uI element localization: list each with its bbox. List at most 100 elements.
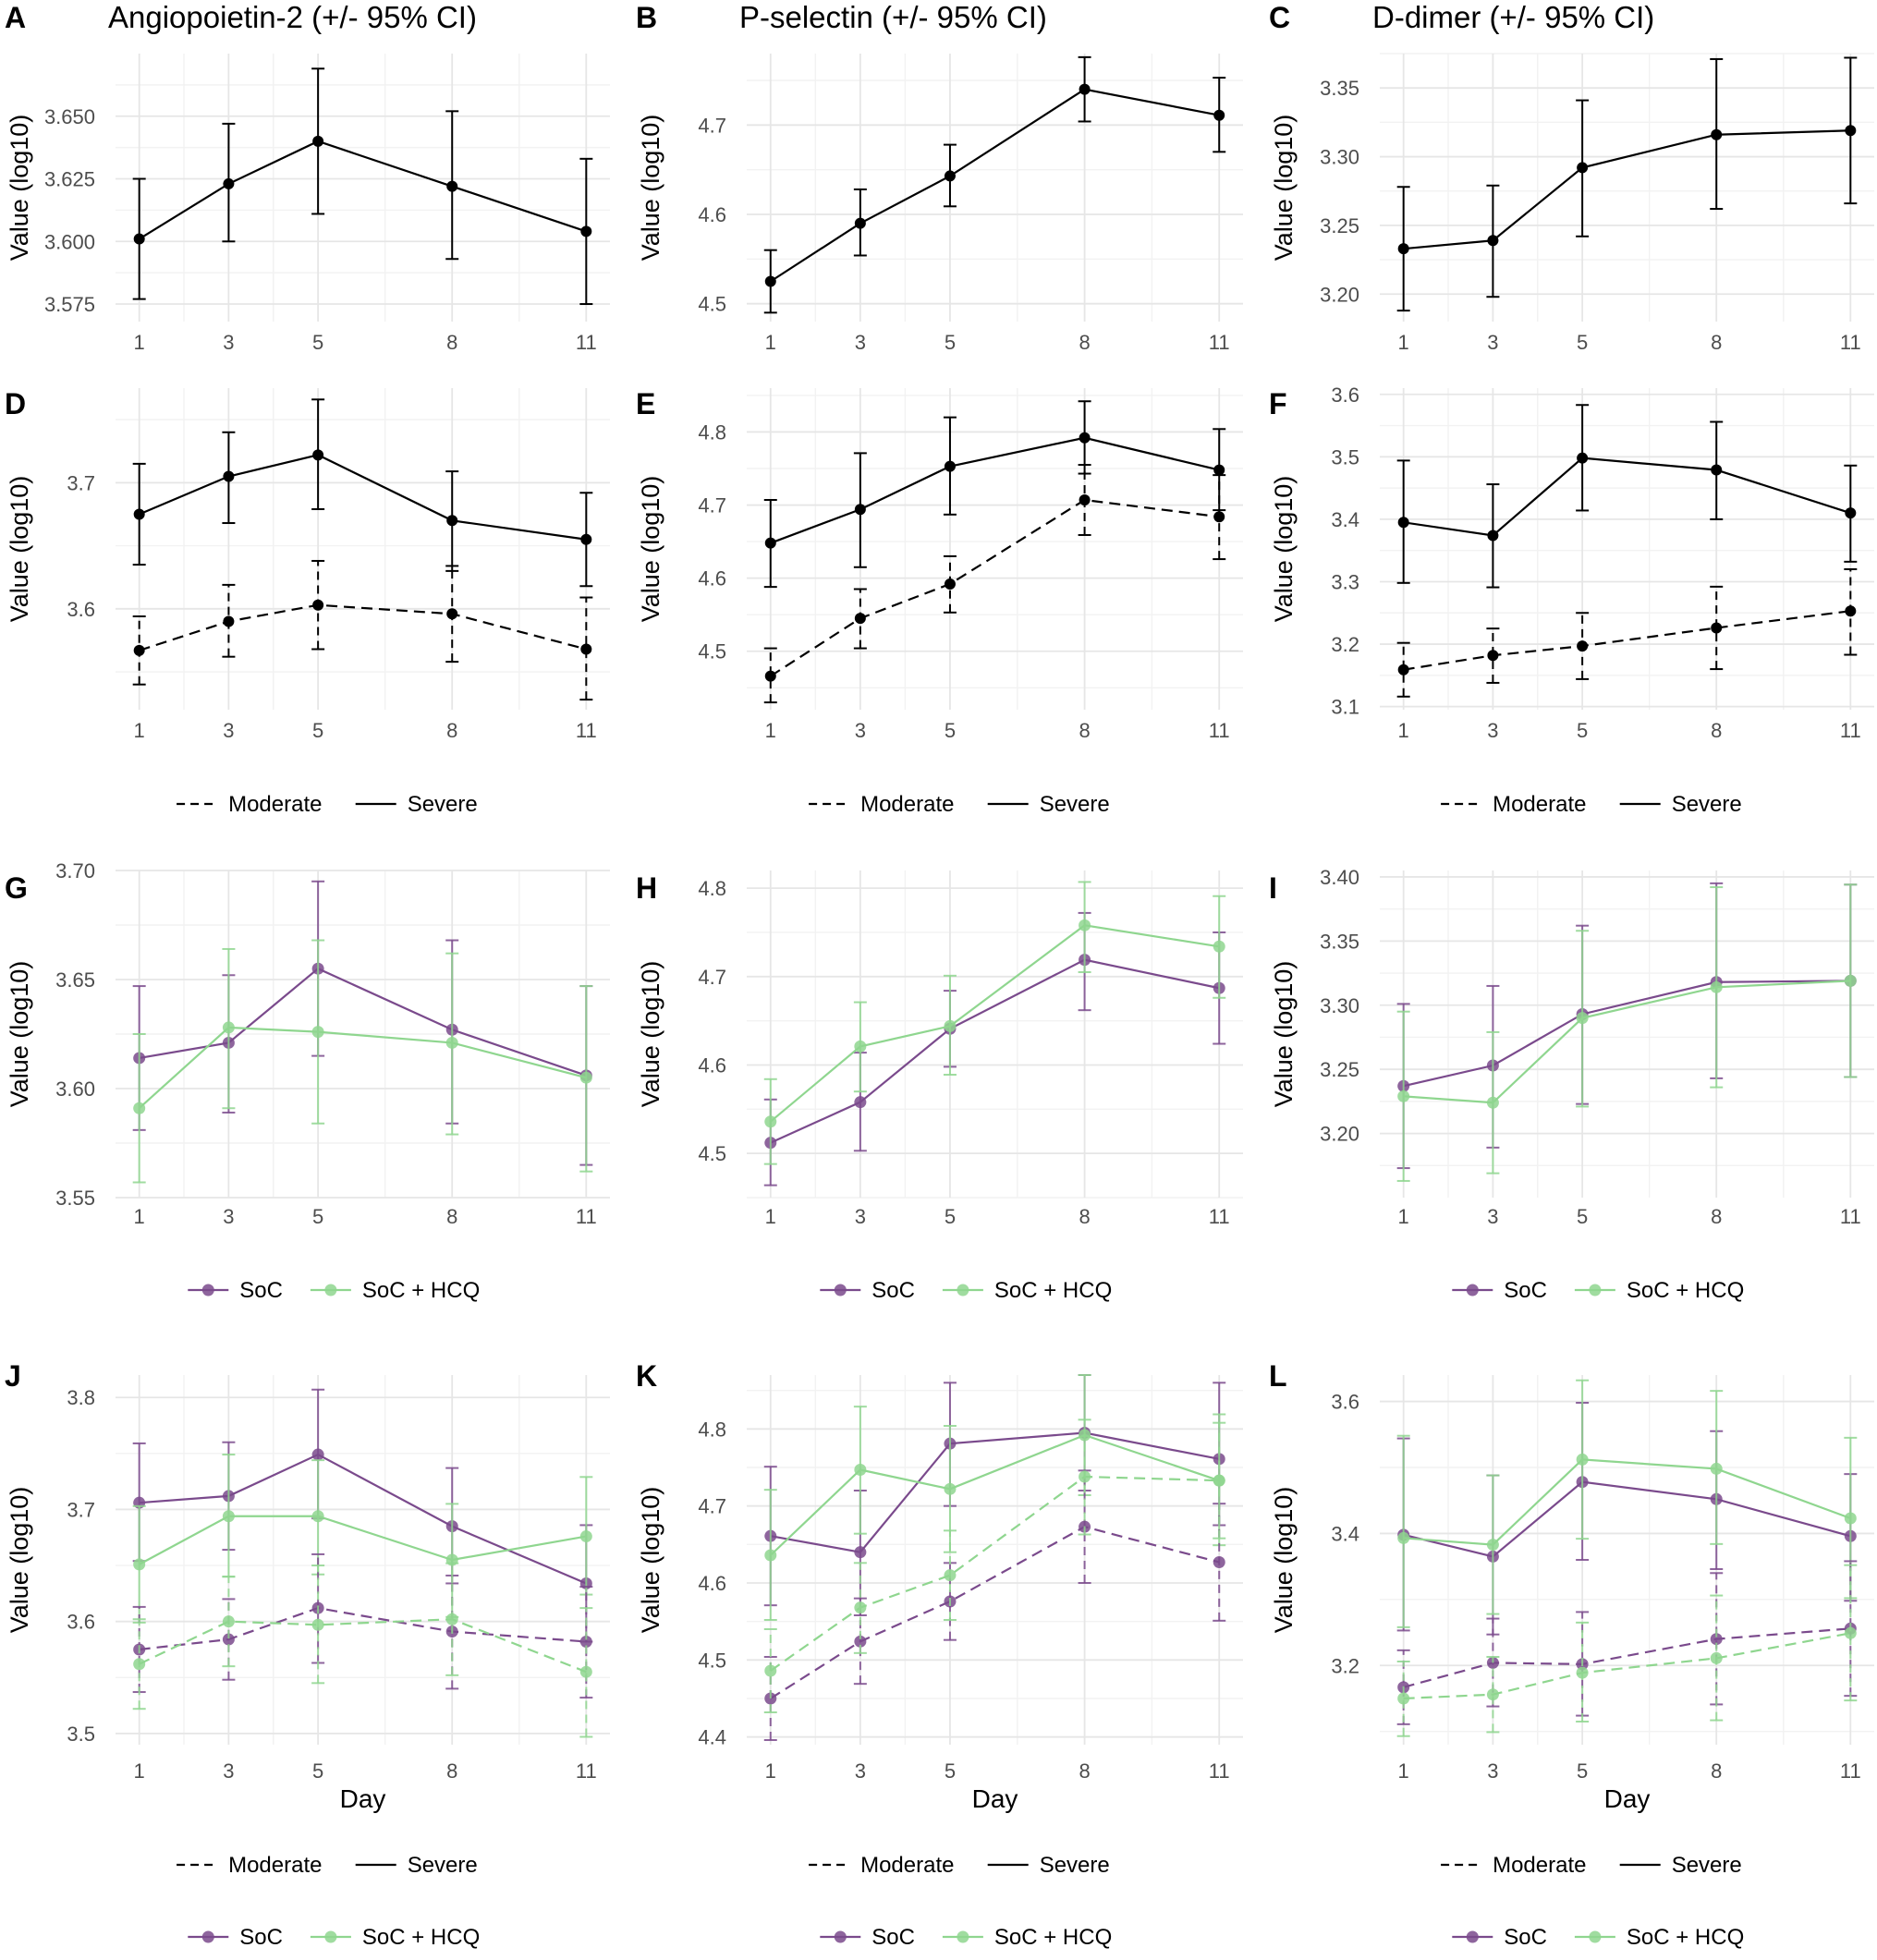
y-tick-label: 4.8 [698, 1418, 726, 1441]
data-point [446, 608, 458, 620]
x-tick-label: 8 [1711, 719, 1722, 742]
data-point [312, 449, 324, 461]
panel-letter: I [1269, 871, 1277, 905]
panel-h: 1 3 5 8 11 4.5 4.6 4.7 4.8 Value (log10) H SoC SoC +… [636, 870, 1243, 1303]
panel-d: 1 3 5 8 11 3.6 3.7 Value (log10) D Moderate Severe [5, 387, 610, 817]
panel-letter: J [5, 1359, 21, 1393]
x-tick-label: 11 [576, 719, 597, 742]
data-point [1845, 605, 1857, 617]
series-line [139, 1618, 587, 1674]
x-tick-label: 1 [1398, 719, 1409, 742]
y-tick-label: 4.7 [698, 966, 726, 989]
data-point [944, 460, 956, 472]
y-tick-label: 3.2 [1331, 1654, 1359, 1677]
legend-key-point [324, 1930, 337, 1943]
data-point [133, 1558, 146, 1571]
x-tick-label: 5 [312, 719, 323, 742]
data-point [222, 1510, 235, 1523]
y-tick-label: 3.40 [1320, 866, 1359, 889]
data-point [854, 613, 866, 625]
y-tick-label: 4.5 [698, 1649, 726, 1672]
data-point [579, 1635, 592, 1648]
y-axis-label: Value (log10) [1270, 961, 1298, 1108]
y-tick-label: 4.4 [698, 1726, 726, 1749]
x-tick-label: 8 [1079, 719, 1090, 742]
panel-title: Angiopoietin-2 (+/- 95% CI) [108, 0, 477, 34]
series [132, 939, 593, 1184]
y-tick-label: 4.5 [698, 293, 726, 316]
data-point [1711, 622, 1723, 634]
data-point [1079, 919, 1091, 931]
panel-letter: E [636, 387, 655, 420]
x-tick-label: 11 [1840, 719, 1861, 742]
data-point [133, 1658, 146, 1671]
x-tick-label: 5 [312, 1205, 323, 1228]
legend: SoC SoC + HCQ [188, 1925, 480, 1950]
y-tick-label: 3.6 [1331, 1391, 1359, 1414]
x-tick-label: 11 [1209, 331, 1230, 354]
series [132, 67, 593, 306]
x-tick-label: 8 [1079, 331, 1090, 354]
x-tick-label: 3 [855, 1759, 866, 1783]
data-point [1710, 1633, 1723, 1646]
y-axis-label: Value (log10) [637, 476, 664, 623]
x-axis-label: Day [972, 1784, 1018, 1813]
y-tick-label: 3.6 [67, 1611, 95, 1634]
data-point [1710, 1462, 1723, 1475]
legend-label: Moderate [1493, 792, 1586, 817]
y-axis-label: Value (log10) [6, 961, 33, 1108]
panel-i: 1 3 5 8 11 3.20 3.25 3.30 3.35 3.40 Value (log10) I… [1269, 866, 1874, 1303]
y-tick-label: 3.650 [44, 105, 95, 128]
data-point [579, 1665, 592, 1678]
x-tick-label: 8 [446, 719, 457, 742]
y-tick-label: 3.600 [44, 230, 95, 253]
y-tick-label: 3.6 [1331, 383, 1359, 407]
legend-label: SoC + HCQ [1627, 1925, 1744, 1950]
panel-letter: B [636, 1, 657, 34]
data-point [580, 643, 592, 655]
y-tick-label: 3.2 [1331, 633, 1359, 656]
data-point [764, 275, 776, 287]
data-point [854, 1546, 867, 1559]
data-point [1710, 1651, 1723, 1664]
data-point [944, 170, 956, 182]
x-tick-label: 3 [855, 1205, 866, 1228]
series [763, 1418, 1226, 1713]
legend-label: Moderate [1493, 1853, 1586, 1878]
y-axis-label: Value (log10) [1270, 476, 1298, 623]
data-point [223, 177, 235, 189]
data-point [1487, 530, 1499, 542]
data-point [1397, 1531, 1410, 1544]
legend-label: Severe [408, 1853, 478, 1878]
data-point [311, 1026, 324, 1039]
legend-key-point [201, 1284, 214, 1297]
legend-key-point [1466, 1930, 1479, 1943]
x-tick-label: 5 [945, 719, 956, 742]
data-point [580, 225, 592, 237]
x-tick-label: 8 [446, 1759, 457, 1783]
y-tick-label: 4.5 [698, 1142, 726, 1165]
x-tick-label: 5 [1577, 1205, 1588, 1228]
data-point [133, 1102, 146, 1114]
x-tick-label: 5 [312, 331, 323, 354]
data-point [1487, 235, 1499, 247]
y-axis-label: Value (log10) [6, 476, 33, 623]
x-tick-label: 3 [1487, 1759, 1498, 1783]
data-point [312, 599, 324, 611]
y-axis-label: Value (log10) [6, 1487, 33, 1634]
legend: Moderate Severe [809, 792, 1110, 817]
series [763, 1469, 1226, 1741]
data-point [1844, 1626, 1857, 1639]
data-point [1710, 980, 1723, 993]
legend-label: Severe [408, 792, 478, 817]
legend-label: Severe [1040, 1853, 1110, 1878]
data-point [1711, 128, 1723, 140]
y-tick-label: 4.7 [698, 1495, 726, 1518]
x-tick-label: 1 [1398, 1205, 1409, 1228]
data-point [1213, 464, 1225, 476]
series [1396, 1379, 1858, 1628]
legend-label: SoC [871, 1925, 915, 1950]
series [1396, 883, 1858, 1182]
panel-title: P-selectin (+/- 95% CI) [739, 0, 1047, 34]
